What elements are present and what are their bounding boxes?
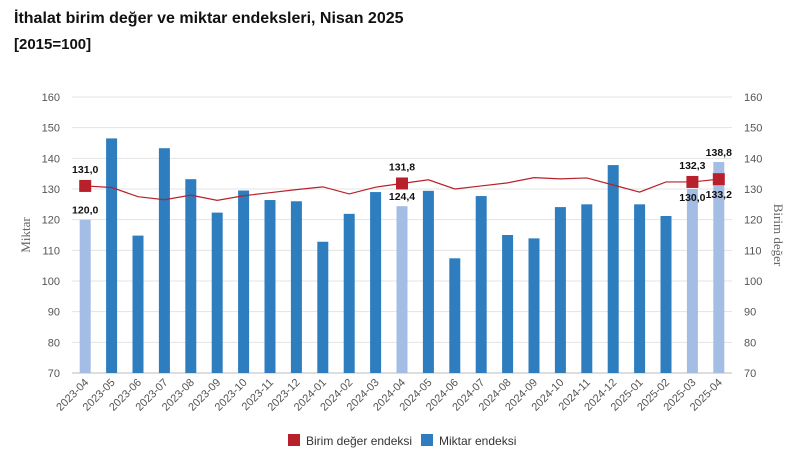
bar <box>370 192 382 373</box>
legend-label-line: Birim değer endeksi <box>306 434 412 448</box>
line-data-label: 133,2 <box>706 189 732 201</box>
bar <box>607 165 619 373</box>
y-tick-label-right: 110 <box>744 245 762 257</box>
y-tick-label-left: 70 <box>48 368 60 380</box>
y-tick-label-left: 160 <box>42 92 60 104</box>
bar <box>264 200 276 373</box>
bar <box>422 190 434 373</box>
y-tick-label-right: 80 <box>744 337 756 349</box>
y-tick-label-right: 100 <box>744 276 762 288</box>
bar <box>554 207 566 373</box>
bar <box>475 196 487 373</box>
bar-data-label: 138,8 <box>706 147 732 159</box>
y-tick-label-right: 140 <box>744 153 762 165</box>
bar-data-label: 124,4 <box>389 191 415 203</box>
bar <box>343 213 355 373</box>
y-axis-title-right: Birim değer <box>771 204 786 267</box>
bar <box>132 235 144 373</box>
line-data-label: 131,8 <box>389 161 415 173</box>
y-tick-label-left: 140 <box>42 153 60 165</box>
bar <box>79 219 91 373</box>
bar <box>581 204 593 373</box>
bar <box>634 204 646 373</box>
line-marker <box>712 173 725 186</box>
bar <box>290 201 302 373</box>
line-data-label: 132,3 <box>679 160 705 172</box>
bar <box>211 212 223 373</box>
bar <box>396 206 408 373</box>
bar-data-label: 130,0 <box>679 192 705 204</box>
bar <box>686 189 698 373</box>
chart-subtitle: [2015=100] <box>14 36 92 53</box>
y-tick-label-right: 130 <box>744 184 762 196</box>
bar <box>660 215 672 373</box>
y-tick-label-left: 80 <box>48 337 60 349</box>
y-tick-label-left: 130 <box>42 184 60 196</box>
bar <box>449 258 461 373</box>
y-axis-title-left: Miktar <box>18 217 33 253</box>
bar <box>713 162 725 373</box>
line-marker <box>686 175 699 188</box>
bar <box>106 138 118 373</box>
y-tick-label-left: 120 <box>42 215 60 227</box>
bar <box>317 241 329 373</box>
y-tick-label-right: 90 <box>744 307 756 319</box>
y-tick-label-left: 110 <box>42 245 60 257</box>
chart-title: İthalat birim değer ve miktar endeksleri… <box>14 10 404 27</box>
bar <box>502 235 514 373</box>
y-tick-label-right: 160 <box>744 92 762 104</box>
bar <box>185 179 197 373</box>
y-tick-label-left: 150 <box>42 123 60 135</box>
line-marker <box>396 177 408 190</box>
y-tick-label-left: 90 <box>48 307 60 319</box>
line-data-label: 131,0 <box>72 164 98 176</box>
line-marker <box>79 179 92 192</box>
y-tick-label-right: 70 <box>744 368 756 380</box>
bar <box>158 148 170 373</box>
y-tick-label-right: 150 <box>744 123 762 135</box>
y-tick-label-right: 120 <box>744 215 762 227</box>
bar-data-label: 120,0 <box>72 205 98 217</box>
bar <box>238 190 250 373</box>
legend-label-bar: Miktar endeksi <box>439 434 516 448</box>
bar <box>528 238 540 373</box>
y-tick-label-left: 100 <box>42 276 60 288</box>
legend-swatch-bar <box>421 434 433 446</box>
legend-swatch-line <box>288 434 300 446</box>
